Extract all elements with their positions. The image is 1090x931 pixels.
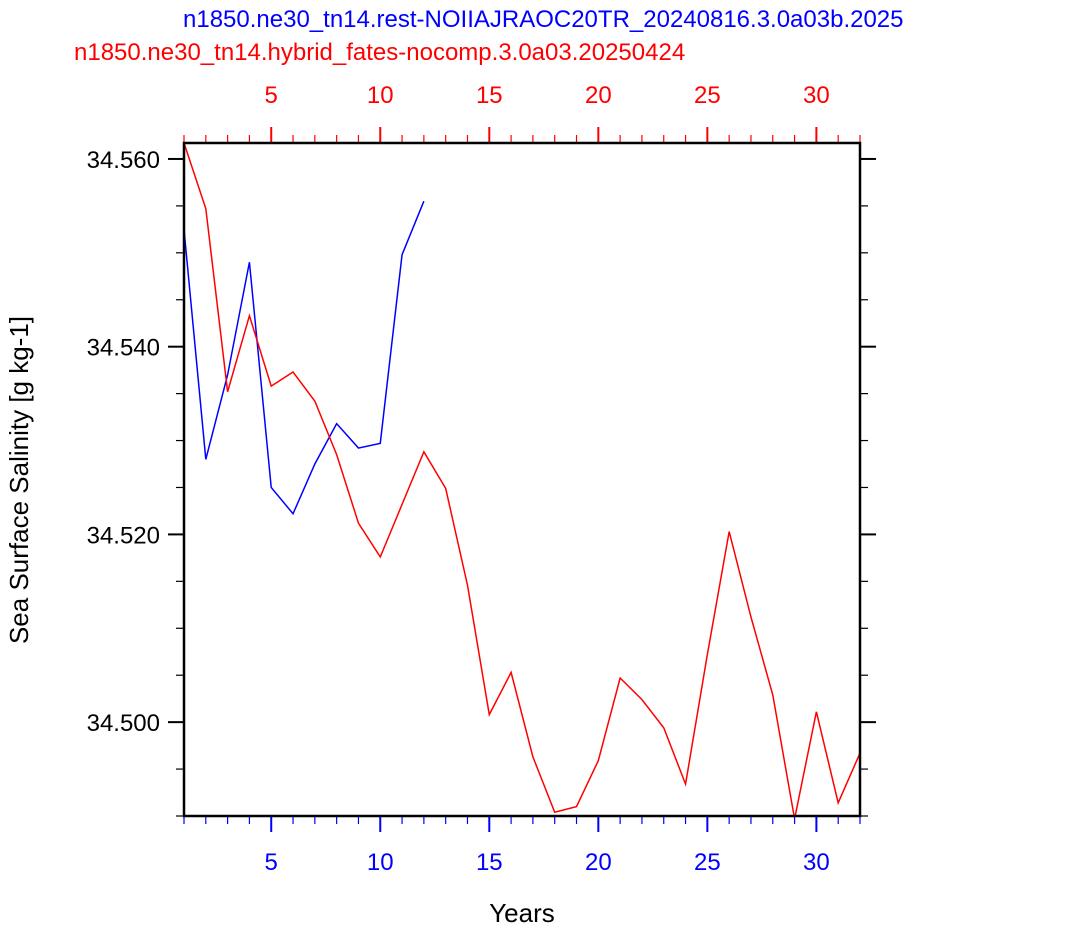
y-tick-label: 34.500	[87, 710, 160, 737]
series-line-red	[184, 143, 860, 816]
x-tick-label-top: 5	[265, 82, 278, 109]
series-line-blue	[184, 200, 425, 516]
x-tick-label-top: 25	[694, 82, 721, 109]
x-tick-label-bottom: 30	[803, 849, 830, 876]
y-axis-title: Sea Surface Salinity [g kg-1]	[4, 316, 34, 644]
x-tick-label-bottom: 10	[367, 849, 394, 876]
x-tick-label-bottom: 20	[585, 849, 612, 876]
x-tick-label-top: 15	[476, 82, 503, 109]
x-tick-label-top: 20	[585, 82, 612, 109]
x-tick-label-top: 10	[367, 82, 394, 109]
y-tick-label: 34.560	[87, 147, 160, 174]
series-layer	[184, 143, 860, 816]
y-tick-label: 34.540	[87, 335, 160, 362]
y-tick-label: 34.520	[87, 522, 160, 549]
plot-frame	[182, 141, 862, 818]
x-tick-label-bottom: 5	[265, 849, 278, 876]
axis-layer: 34.500 34.520 34.540 34.560 5 10 15 20 25 30 5 10 15…	[87, 82, 876, 876]
plot-area	[184, 143, 860, 816]
chart-title-red: n1850.ne30_tn14.hybrid_fates-nocomp.3.0a…	[74, 39, 685, 66]
x-tick-label-top: 30	[803, 82, 830, 109]
x-tick-label-bottom: 25	[694, 849, 721, 876]
x-tick-label-bottom: 15	[476, 849, 503, 876]
chart-title-blue: n1850.ne30_tn14.rest-NOIIAJRAOC20TR_2024…	[183, 6, 904, 33]
x-axis-title: Years	[489, 898, 555, 928]
